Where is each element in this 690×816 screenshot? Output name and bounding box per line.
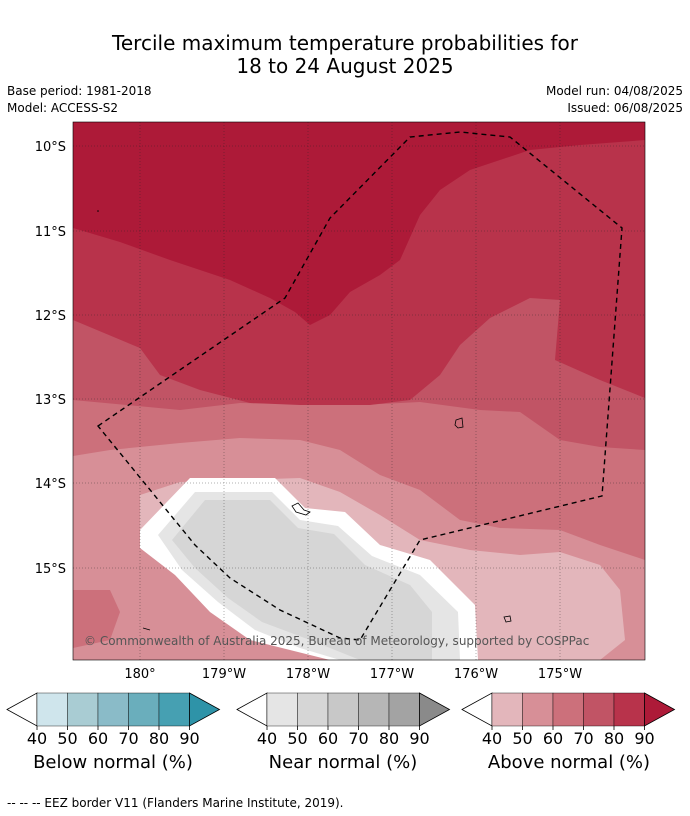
colorbar-tick-label: 60 [543, 729, 563, 748]
above-normal-legend-label: Above normal (%) [487, 752, 651, 773]
colorbar-segment [189, 692, 221, 727]
colorbar-segment [522, 692, 554, 727]
colorbar-segment [583, 692, 615, 727]
lat-label: 13°S [35, 393, 66, 408]
colorbar-segment [419, 692, 451, 727]
near-normal-legend-label: Near normal (%) [268, 752, 418, 773]
lat-label: 14°S [35, 477, 66, 492]
colorbar-segment [297, 692, 329, 727]
lat-label: 10°S [35, 140, 66, 155]
issued-text: Issued: 06/08/2025 [567, 101, 683, 115]
graticule [73, 122, 645, 660]
colorbar-tick-label: 60 [318, 729, 338, 748]
above-normal-colorbar: 40 50 60 70 80 90 [461, 692, 676, 748]
colorbar-tick-label: 80 [149, 729, 169, 748]
colorbar-tick-label: 70 [573, 729, 593, 748]
colorbar-tick-label: 80 [379, 729, 399, 748]
copyright-notice: © Commonwealth of Australia 2025, Bureau… [84, 634, 589, 648]
probability-fields [73, 122, 645, 660]
colorbar-tick-label: 40 [482, 729, 502, 748]
colorbar-segment [36, 692, 68, 727]
colorbar-segment [158, 692, 190, 727]
island-outline [291, 502, 311, 516]
colorbar-segment [236, 692, 268, 727]
colorbar-segment [67, 692, 99, 727]
colorbar-tick-label: 40 [27, 729, 47, 748]
island-outline [503, 615, 512, 623]
map-frame [72, 121, 646, 661]
colorbar-segment [644, 692, 676, 727]
colorbar-tick-label: 70 [118, 729, 138, 748]
lat-label: 15°S [35, 562, 66, 577]
field-above-60-70-west [73, 590, 120, 648]
colorbar-tick-label: 60 [88, 729, 108, 748]
eez-footnote: -- -- -- EEZ border V11 (Flanders Marine… [7, 796, 344, 810]
colorbar-segment [266, 692, 298, 727]
colorbar-segment [6, 692, 38, 727]
lat-label: 12°S [35, 309, 66, 324]
near-normal-colorbar: 40 50 60 70 80 90 [236, 692, 451, 748]
map-title-line2: 18 to 24 August 2025 [236, 54, 454, 78]
colorbar-segment [358, 692, 390, 727]
colorbar-segment [552, 692, 584, 727]
colorbar-segment [327, 692, 359, 727]
model-run-text: Model run: 04/08/2025 [545, 84, 683, 98]
map-title-line1: Tercile maximum temperature probabilitie… [112, 31, 578, 55]
lon-label: 180° [124, 667, 155, 682]
model-text: Model: ACCESS-S2 [7, 101, 119, 115]
probability-map: 10°S 11°S 12°S 13°S 14°S 15°S 180° 179°W… [6, 121, 676, 748]
colorbar-tick-label: 80 [604, 729, 624, 748]
field-above-over-90 [73, 122, 645, 325]
colorbar-tick-label: 70 [348, 729, 368, 748]
colorbar-tick-label: 40 [257, 729, 277, 748]
lon-label: 176°W [454, 667, 498, 682]
below-normal-legend-label: Below normal (%) [33, 752, 193, 773]
colorbar-tick-label: 50 [512, 729, 532, 748]
island-outline [142, 627, 151, 631]
colorbar-tick-label: 90 [179, 729, 199, 748]
colorbar-segment [491, 692, 523, 727]
lon-label: 179°W [202, 667, 246, 682]
colorbar-segment [388, 692, 420, 727]
base-period-text: Base period: 1981-2018 [7, 84, 152, 98]
lat-label: 11°S [35, 225, 66, 240]
below-normal-colorbar: 40 50 60 70 80 90 [6, 692, 221, 748]
island-outline [97, 210, 99, 212]
colorbar-tick-label: 90 [409, 729, 429, 748]
colorbar-tick-label: 90 [634, 729, 654, 748]
colorbar-legends: 40 50 60 70 80 90 40 50 60 70 80 90 40 50 60 70 80 90 [6, 692, 676, 748]
eez-border-line [96, 131, 623, 641]
colorbar-tick-label: 50 [287, 729, 307, 748]
colorbar-segment [128, 692, 160, 727]
colorbar-segment [613, 692, 645, 727]
lon-label: 177°W [370, 667, 414, 682]
lon-label: 175°W [538, 667, 582, 682]
island-outline [454, 417, 464, 429]
lon-label: 178°W [286, 667, 330, 682]
colorbar-segment [97, 692, 129, 727]
colorbar-segment [461, 692, 493, 727]
field-near-50-60 [172, 500, 432, 660]
colorbar-tick-label: 50 [57, 729, 77, 748]
